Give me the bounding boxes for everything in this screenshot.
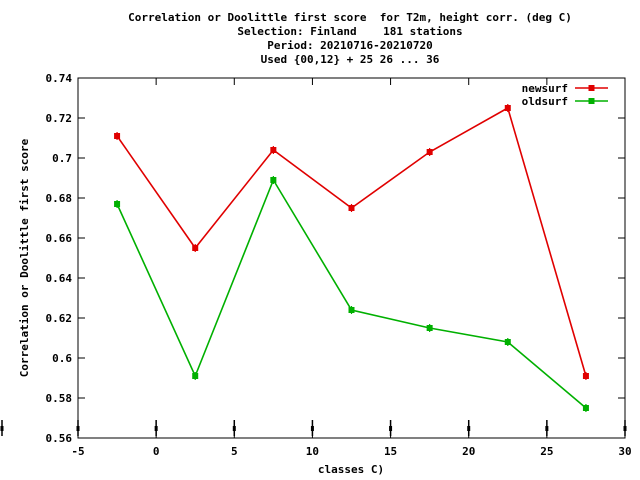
data-point bbox=[192, 245, 199, 251]
bottom-marker-head bbox=[0, 426, 4, 431]
chart-title: Correlation or Doolittle first score for… bbox=[0, 11, 640, 67]
data-point bbox=[504, 339, 511, 345]
data-point bbox=[192, 373, 199, 379]
x-tick-label: 15 bbox=[384, 445, 397, 458]
data-point bbox=[582, 405, 589, 411]
data-point bbox=[348, 205, 355, 211]
y-tick-label: 0.68 bbox=[46, 192, 73, 205]
legend-label: oldsurf bbox=[522, 95, 568, 108]
bottom-marker-head bbox=[154, 426, 158, 431]
title-line-2: Selection: Finland 181 stations bbox=[237, 25, 463, 38]
data-point bbox=[426, 325, 433, 331]
bottom-marker-head bbox=[467, 426, 471, 431]
series-line-oldsurf bbox=[116, 178, 587, 409]
legend-label: newsurf bbox=[522, 82, 568, 95]
x-tick-label: 10 bbox=[306, 445, 319, 458]
title-line-1: Correlation or Doolittle first score for… bbox=[128, 11, 572, 24]
legend-marker bbox=[588, 85, 595, 91]
y-tick-label: 0.6 bbox=[52, 352, 72, 365]
series-line-newsurf bbox=[116, 106, 587, 377]
axis-ticks: 0.56 0.58 0.6 0.62 0.64 0.66 0.68 0.7 0.72 0.74 -5… bbox=[46, 72, 632, 458]
data-point bbox=[504, 105, 511, 111]
x-tick-label: -5 bbox=[71, 445, 84, 458]
y-tick-label: 0.56 bbox=[46, 432, 73, 445]
series-layer bbox=[114, 104, 589, 412]
x-axis-label: classes C) bbox=[318, 463, 384, 476]
y-axis-label: Correlation or Doolittle first score bbox=[18, 138, 31, 377]
y-tick-label: 0.72 bbox=[46, 112, 73, 125]
x-tick-label: 25 bbox=[540, 445, 553, 458]
bottom-marker-head bbox=[623, 426, 627, 431]
data-point bbox=[348, 307, 355, 313]
bottom-marker-head bbox=[545, 426, 549, 431]
y-tick-label: 0.74 bbox=[46, 72, 73, 85]
y-tick-label: 0.7 bbox=[52, 152, 72, 165]
y-tick-label: 0.66 bbox=[46, 232, 73, 245]
x-tick-label: 30 bbox=[618, 445, 631, 458]
data-point bbox=[426, 149, 433, 155]
plot-frame bbox=[77, 77, 626, 439]
data-point bbox=[114, 133, 121, 139]
title-line-4: Used {00,12} + 25 26 ... 36 bbox=[260, 53, 440, 66]
y-tick-label: 0.58 bbox=[46, 392, 73, 405]
title-line-3: Period: 20210716-20210720 bbox=[267, 39, 433, 52]
y-tick-label: 0.64 bbox=[46, 272, 73, 285]
bottom-marker-head bbox=[232, 426, 236, 431]
bottom-marker-head bbox=[76, 426, 80, 431]
bottom-marker-head bbox=[310, 426, 314, 431]
data-point bbox=[270, 177, 277, 183]
y-tick-label: 0.62 bbox=[46, 312, 73, 325]
data-point bbox=[582, 373, 589, 379]
x-tick-label: 20 bbox=[462, 445, 475, 458]
data-point bbox=[114, 201, 121, 207]
x-tick-label: 5 bbox=[231, 445, 238, 458]
bottom-markers bbox=[0, 420, 627, 436]
x-tick-label: 0 bbox=[153, 445, 160, 458]
bottom-marker-head bbox=[389, 426, 393, 431]
data-point bbox=[270, 147, 277, 153]
legend-marker bbox=[588, 98, 595, 104]
